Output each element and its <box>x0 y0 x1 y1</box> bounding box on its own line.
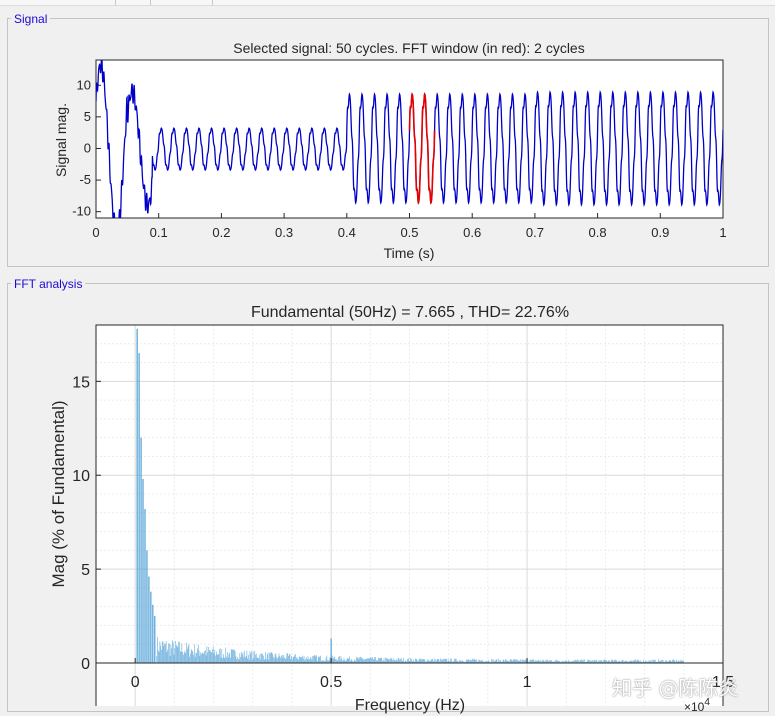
toolbar-divider <box>150 0 151 5</box>
signal-y-tick-label: 5 <box>84 109 91 124</box>
signal-xlabel: Time (s) <box>384 245 435 261</box>
signal-ylabel: Signal mag. <box>53 103 69 177</box>
fft-y-tick-label: 5 <box>81 562 90 579</box>
signal-y-tick-label: -10 <box>72 204 91 219</box>
watermark: 知乎 @陈陈炎 <box>612 676 739 700</box>
signal-y-tick-label: 0 <box>84 140 91 155</box>
signal-x-tick-label: 0.1 <box>150 225 168 240</box>
toolbar-divider <box>212 0 213 5</box>
signal-x-tick-label: 0.6 <box>463 225 481 240</box>
fft-y-tick-label: 0 <box>81 656 90 673</box>
fft-x-multiplier: ×104 <box>684 697 710 714</box>
signal-chart-title: Selected signal: 50 cycles. FFT window (… <box>233 40 584 56</box>
signal-x-tick-label: 0.9 <box>651 225 669 240</box>
fft-x-tick-label: 0.5 <box>320 674 342 691</box>
fft-x-tick-label: 1.5 <box>712 674 734 691</box>
signal-y-tick-label: 10 <box>77 77 91 92</box>
fft-ylabel: Mag (% of Fundamental) <box>49 400 68 587</box>
signal-x-tick-label: 0.7 <box>526 225 544 240</box>
signal-x-tick-label: 0.3 <box>275 225 293 240</box>
fft-x-tick-label: 0 <box>131 674 140 691</box>
signal-panel-title: Signal <box>11 12 51 26</box>
fft-panel-title: FFT analysis <box>11 277 86 291</box>
signal-x-tick-label: 0.4 <box>338 225 356 240</box>
signal-x-tick-label: 0.2 <box>212 225 230 240</box>
fft-x-tick-label: 1 <box>523 674 532 691</box>
toolbar-strip <box>0 0 775 6</box>
signal-x-tick-label: 0.5 <box>400 225 418 240</box>
signal-y-tick-label: -5 <box>79 172 91 187</box>
signal-x-tick-label: 1 <box>719 225 726 240</box>
fft-chart-title: Fundamental (50Hz) = 7.665 , THD= 22.76% <box>251 304 569 321</box>
fft-axes-box <box>95 324 724 706</box>
signal-x-tick-label: 0 <box>92 225 99 240</box>
toolbar-divider <box>115 0 116 5</box>
fft-window-line <box>408 92 436 205</box>
fft-xlabel: Frequency (Hz) <box>355 697 465 714</box>
signal-x-tick-label: 0.8 <box>589 225 607 240</box>
fft-y-tick-label: 15 <box>72 374 90 391</box>
fft-y-tick-label: 10 <box>72 468 90 485</box>
